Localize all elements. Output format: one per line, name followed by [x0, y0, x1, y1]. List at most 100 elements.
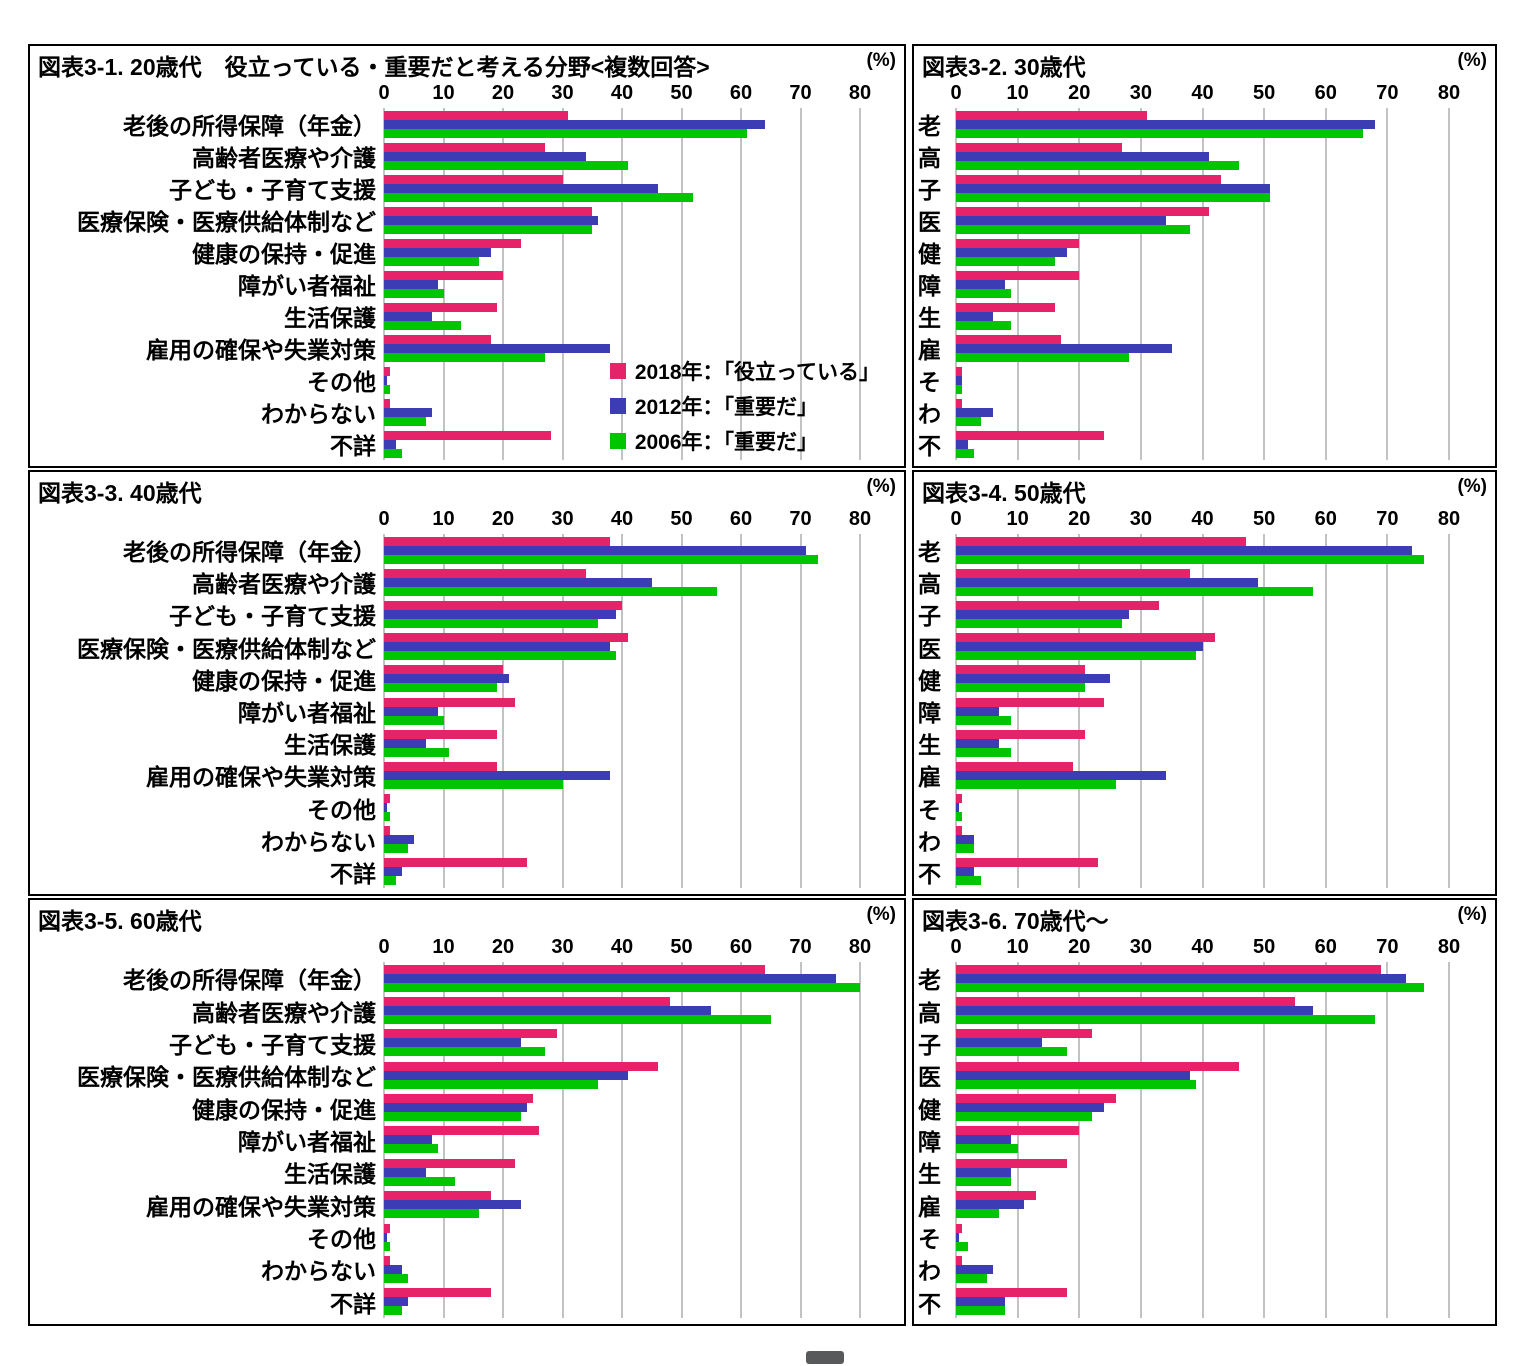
bar-2006 — [384, 1241, 390, 1251]
bar-2006 — [956, 1209, 1000, 1219]
bar-2006 — [384, 1209, 480, 1219]
bar-group — [384, 964, 860, 992]
gridline — [1201, 108, 1204, 460]
legend-label-2006: 2006年：「重要だ」 — [634, 431, 819, 454]
x-axis: 0 10 20 30 40 50 60 70 80 — [378, 936, 871, 962]
bar-2006 — [384, 747, 450, 757]
bar-group — [956, 858, 1449, 886]
x-axis: 0 10 20 30 40 50 60 70 80 — [950, 936, 1460, 962]
bar-2012 — [384, 1297, 408, 1307]
category-label: 雇用の確保や失業対策 — [146, 1193, 376, 1220]
category-label: 雇 — [918, 764, 941, 791]
bar-2006 — [956, 192, 1271, 202]
legend-item-2012: 2012年：「重要だ」 — [609, 391, 880, 421]
gridline — [859, 962, 861, 1318]
x-axis-tick: 50 — [670, 508, 693, 530]
category-row: 健 — [914, 236, 1495, 268]
category-label: 子 — [918, 177, 941, 203]
bar-2006 — [956, 384, 963, 394]
bar-group — [956, 142, 1449, 170]
bar-group — [384, 633, 860, 661]
category-label: 健 — [918, 1096, 941, 1123]
category-label: そ — [918, 1226, 941, 1253]
bar-2012 — [956, 311, 993, 321]
category-label: 障 — [918, 1128, 941, 1155]
category-label: わからない — [261, 1258, 376, 1285]
chart-panel-3-3-40s: 図表3-3. 40歳代 (%) 0 10 20 30 40 50 60 70 80 老後の所得保障… — [28, 470, 906, 896]
bar-2012 — [956, 375, 963, 385]
x-axis-tick: 40 — [610, 936, 634, 958]
bar-2006 — [956, 1273, 987, 1283]
category-row: 医療保険・医療供給体制など — [30, 1059, 904, 1091]
bar-2018 — [956, 665, 1086, 675]
category-row: 雇 — [914, 332, 1495, 364]
bar-2012 — [956, 577, 1258, 587]
bar-2018 — [956, 206, 1209, 216]
bar-2006 — [384, 1079, 599, 1089]
category-row: 生活保護 — [30, 300, 904, 332]
category-row: 不 — [914, 428, 1495, 460]
category-row: そ — [914, 1221, 1495, 1253]
bar-group — [384, 110, 860, 138]
category-rows: 老後の所得保障（年金） 高齢者医療や介護 子ども・子育て支援 医療保険・医療供給体制な… — [30, 108, 904, 460]
bar-2006 — [384, 128, 747, 138]
bar-2018 — [956, 1029, 1092, 1039]
bar-2006 — [956, 288, 1012, 298]
bar-2012 — [384, 1167, 426, 1177]
bar-2018 — [384, 1158, 515, 1168]
legend-swatch-2006-icon — [609, 433, 626, 449]
category-label: 子ども・子育て支援 — [169, 603, 376, 630]
category-row: 雇 — [914, 1189, 1495, 1221]
bar-2006 — [956, 554, 1425, 564]
bar-2018 — [384, 302, 498, 312]
gridline — [1386, 534, 1389, 888]
category-row: 生 — [914, 727, 1495, 759]
gridline — [442, 108, 445, 460]
bar-2006 — [384, 618, 599, 628]
bar-2006 — [384, 1112, 521, 1122]
x-axis-tick: 40 — [610, 82, 634, 104]
bar-2012 — [384, 1135, 432, 1145]
bar-2006 — [384, 416, 426, 426]
category-label: 老後の所得保障（年金） — [123, 539, 376, 566]
bar-2012 — [384, 1038, 521, 1048]
bar-2012 — [384, 1264, 402, 1274]
bar-2018 — [384, 1223, 390, 1233]
chart-area: 0 10 20 30 40 50 60 70 80 老後の所得保障（年金） 高齢者医療や介護 子ども・… — [30, 508, 904, 888]
bar-2018 — [956, 794, 963, 804]
x-axis-tick: 40 — [610, 508, 634, 530]
bar-2006 — [956, 844, 975, 854]
bar-2006 — [384, 192, 694, 202]
bar-2006 — [956, 618, 1123, 628]
bar-2018 — [384, 1029, 557, 1039]
gridline — [1139, 108, 1142, 460]
category-label: 不 — [918, 1290, 941, 1317]
bar-2018 — [956, 1158, 1067, 1168]
bar-2012 — [384, 609, 617, 619]
bar-2012 — [956, 215, 1166, 225]
bar-2018 — [384, 794, 390, 804]
legend-label-2012: 2012年：「重要だ」 — [634, 396, 819, 419]
bar-group — [384, 142, 860, 170]
bar-2006 — [384, 715, 444, 725]
gridline — [561, 962, 564, 1318]
gridline — [621, 108, 623, 460]
category-label: 医 — [918, 1064, 941, 1091]
category-row: 子 — [914, 598, 1495, 630]
bar-2018 — [384, 858, 527, 868]
category-label: 医療保険・医療供給体制など — [77, 635, 376, 662]
gridline — [740, 534, 742, 888]
chart-area: 0 10 20 30 40 50 60 70 80 老後の所得保障（年金） 高齢者医療や介護 子ども・… — [30, 936, 904, 1318]
bar-group — [384, 430, 860, 458]
x-axis-tick: 30 — [551, 82, 574, 104]
category-row: 老後の所得保障（年金） — [30, 534, 904, 566]
category-row: そ — [914, 792, 1495, 824]
x-axis-tick: 10 — [1006, 82, 1029, 104]
bar-2012 — [956, 1103, 1104, 1113]
bar-2018 — [956, 174, 1221, 184]
page-scroll-artifact — [806, 1351, 844, 1364]
bar-2012 — [956, 1232, 960, 1242]
bar-2006 — [956, 1176, 1012, 1186]
bar-2012 — [384, 835, 414, 845]
bar-2006 — [956, 352, 1129, 362]
